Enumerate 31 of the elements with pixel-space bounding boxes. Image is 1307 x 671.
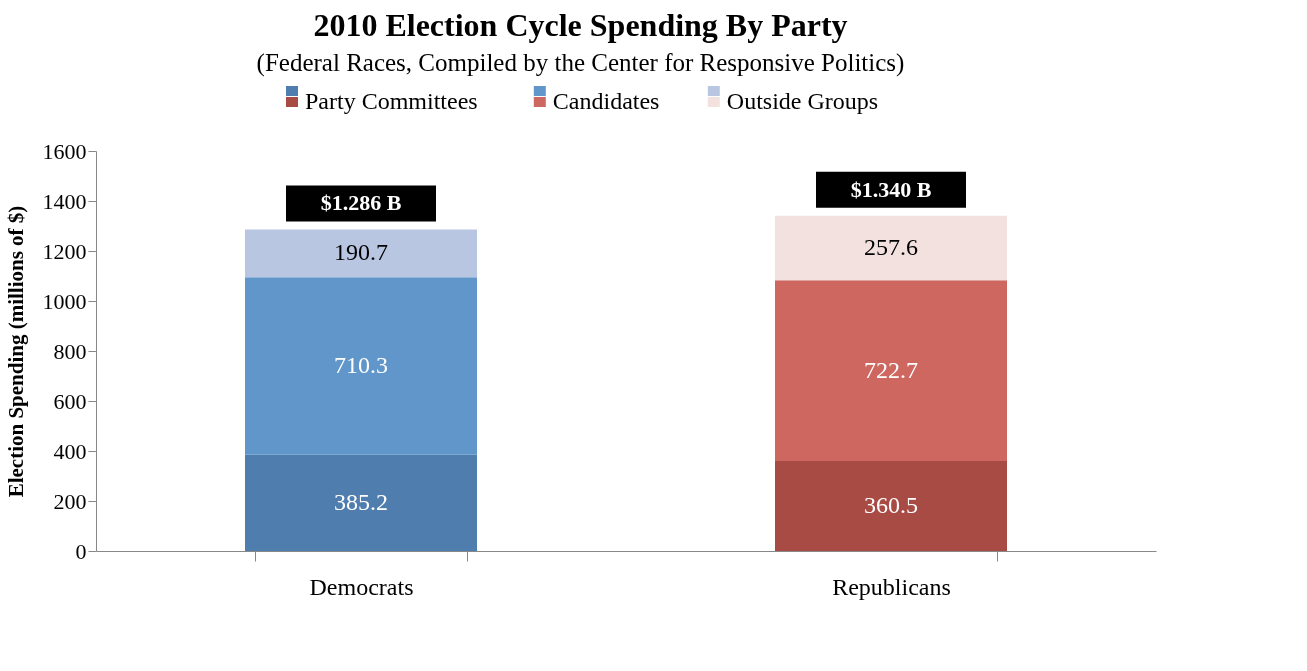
y-tick-label: 1400: [42, 188, 87, 214]
total-label: $1.340 B: [850, 176, 932, 202]
y-tick-label: 1000: [42, 288, 87, 314]
x-tick-label: Republicans: [832, 573, 951, 600]
legend-label: Party Committees: [305, 88, 478, 114]
total-label: $1.286 B: [320, 190, 402, 216]
data-label: 722.7: [864, 356, 918, 383]
chart-title: 2010 Election Cycle Spending By Party: [313, 7, 848, 43]
data-label: 710.3: [334, 351, 388, 378]
y-tick-label: 0: [75, 538, 87, 564]
bar: [245, 277, 477, 455]
x-tick-label: Democrats: [309, 573, 414, 600]
chart-subtitle: (Federal Races, Compiled by the Center for Responsive Politics): [256, 49, 905, 77]
y-tick-label: 400: [53, 438, 87, 464]
bar: [775, 215, 1007, 281]
data-label: 257.6: [864, 234, 918, 260]
data-label: 360.5: [864, 491, 918, 518]
data-label: 190.7: [334, 239, 388, 266]
y-tick-label: 600: [53, 388, 87, 414]
y-axis-title: Election Spending (millions of $): [3, 205, 28, 498]
y-tick-label: 200: [53, 488, 87, 514]
y-tick-label: 800: [53, 338, 87, 364]
bar: [245, 454, 477, 551]
data-label: 385.2: [334, 488, 388, 515]
y-tick-label: 1600: [42, 138, 87, 164]
bar: [245, 229, 477, 278]
bar: [775, 280, 1007, 461]
legend-label: Candidates: [552, 88, 660, 114]
legend-label: Outside Groups: [726, 88, 879, 114]
y-tick-label: 1200: [42, 238, 87, 264]
bar: [775, 460, 1007, 551]
